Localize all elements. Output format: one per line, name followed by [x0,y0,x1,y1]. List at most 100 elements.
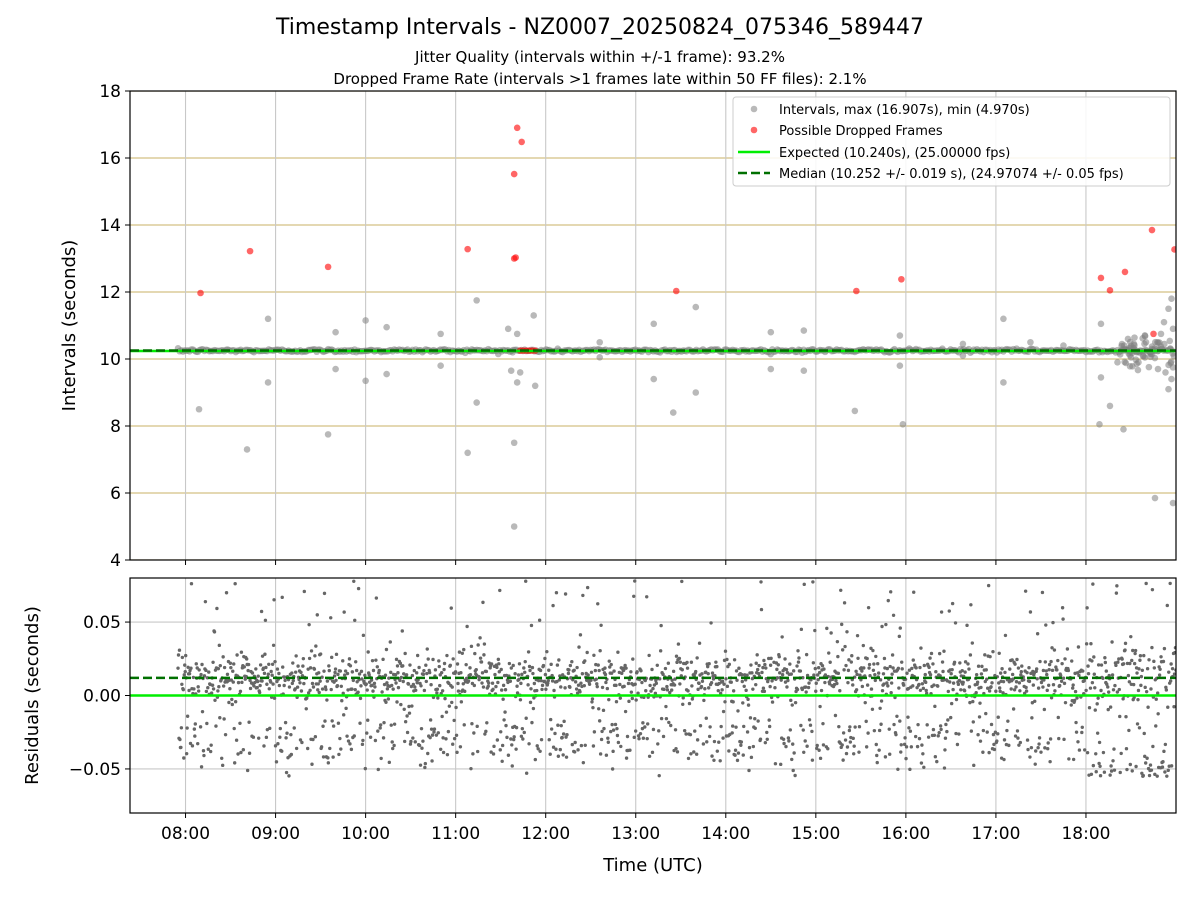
residual-point [632,735,636,740]
residual-point [865,683,870,687]
residual-point [179,726,184,730]
interval-point [1027,338,1034,346]
residual-point [911,658,915,662]
residual-point [946,689,951,694]
residual-point [605,686,610,691]
residual-point [827,651,831,655]
residual-point [1098,774,1103,778]
residual-point [540,683,545,688]
residual-point [220,763,225,768]
residual-point [899,750,903,754]
residual-point [1108,773,1112,777]
residual-point [181,687,186,692]
residual-point [282,675,287,679]
residual-point [788,662,792,666]
residual-point [581,760,586,765]
residual-point [222,717,226,721]
residual-point [445,653,449,658]
residual-point [1010,658,1014,662]
residual-point [1034,749,1038,753]
residual-point [324,687,328,692]
residual-point [475,724,479,729]
residual-point [920,682,925,686]
residual-point [578,633,583,637]
residual-point [1080,725,1084,729]
residual-point [640,680,644,685]
residual-point [972,763,976,768]
residual-point [263,652,267,656]
residual-point [807,681,811,685]
residual-point [426,657,430,661]
residual-point [1124,715,1128,719]
residual-point [888,590,893,594]
residual-point [501,697,505,701]
residual-point [813,628,817,633]
residual-point [847,658,851,662]
residual-point [788,728,793,732]
residual-point [1074,720,1078,725]
residual-point [437,664,441,669]
residual-point [971,699,975,704]
residual-point [410,673,415,678]
residual-point [326,761,331,765]
residual-point [225,672,230,677]
residual-point [1025,738,1030,742]
residual-point [1088,686,1093,690]
residual-point [1073,689,1078,694]
residual-point [635,670,639,674]
residual-point [1011,677,1015,681]
residual-point [280,749,284,753]
residual-point [1036,746,1040,750]
residual-point [644,689,648,693]
residual-point [283,720,288,725]
residual-point [454,733,459,737]
residual-point [1015,657,1019,662]
residual-point [379,756,383,761]
residual-point [645,595,649,599]
residual-point [497,662,501,666]
residual-point [277,671,281,676]
residual-point [450,700,454,705]
residual-point [750,671,754,675]
residual-point [289,752,294,757]
residual-point [360,742,365,747]
interval-point [510,523,518,530]
residual-point [609,662,613,667]
residual-point [274,760,279,764]
residual-point [192,727,197,731]
dropped-frame-point [518,138,525,146]
residual-point [773,686,777,690]
residual-point [422,688,427,693]
residual-point [317,690,321,695]
residual-point [754,682,758,687]
residual-point [851,683,855,687]
residual-point [213,698,217,702]
residual-point [340,699,344,703]
residual-point [1002,757,1006,762]
residual-point [444,710,449,714]
residual-point [1120,657,1124,661]
residual-point [745,673,749,677]
dropped-frame-point [1106,287,1114,294]
residual-point [717,740,721,744]
residual-point [736,751,741,755]
residual-point [506,753,511,757]
residual-point [400,629,404,633]
interval-point [1168,375,1175,383]
residual-point [413,740,417,744]
residual-point [758,737,763,741]
residual-point [177,648,182,652]
residual-point [382,720,386,725]
legend-entry: Possible Dropped Frames [779,124,943,139]
residual-point [1031,683,1036,687]
residual-point [1085,750,1090,755]
residual-point [627,699,631,704]
residual-point [954,731,958,736]
residual-point [940,660,945,664]
residual-point [696,687,700,692]
residual-point [909,745,914,749]
residual-point [669,688,674,692]
residual-point [941,678,946,682]
residual-point [852,744,856,748]
residual-point [727,749,731,753]
